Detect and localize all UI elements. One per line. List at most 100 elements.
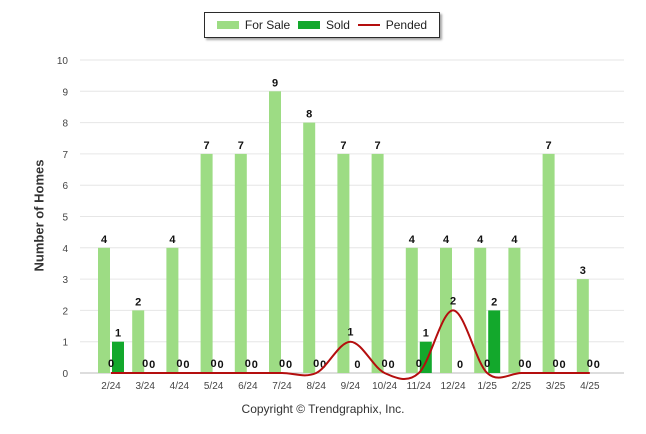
for-sale-bar xyxy=(234,153,247,373)
y-tick-label: 6 xyxy=(62,181,68,192)
for-sale-bar xyxy=(440,247,452,373)
for-sale-bar xyxy=(166,247,179,373)
for-sale-bar xyxy=(98,247,110,373)
pended-data-label: 0 xyxy=(279,358,285,370)
sold-data-label: 0 xyxy=(149,359,155,371)
y-tick-label: 9 xyxy=(62,87,68,98)
y-tick-label: 10 xyxy=(57,56,69,67)
sold-data-label: 1 xyxy=(423,328,429,340)
for-sale-data-label: 4 xyxy=(169,234,176,246)
legend-item-pended[interactable]: Pended xyxy=(357,18,428,32)
legend-item-sold[interactable]: Sold xyxy=(297,18,350,32)
y-tick-label: 7 xyxy=(62,150,68,161)
for-sale-data-label: 4 xyxy=(443,234,450,246)
x-tick-label: 5/24 xyxy=(204,381,224,392)
y-tick-label: 1 xyxy=(62,338,68,349)
sold-data-label: 0 xyxy=(183,359,189,371)
for-sale-data-label: 7 xyxy=(375,140,381,152)
y-tick-label: 8 xyxy=(62,119,68,130)
legend-label-for-sale: For Sale xyxy=(244,18,291,32)
sold-bar xyxy=(112,341,124,373)
pended-data-label: 0 xyxy=(382,358,388,370)
pended-line xyxy=(111,309,590,380)
pended-data-label: 0 xyxy=(553,358,559,370)
for-sale-bar xyxy=(542,153,555,373)
y-tick-label: 3 xyxy=(62,275,68,286)
x-tick-label: 4/25 xyxy=(580,381,600,392)
pended-data-label: 0 xyxy=(108,358,114,370)
for-sale-bar xyxy=(337,153,350,373)
x-tick-label: 6/24 xyxy=(238,381,258,392)
sold-data-label: 1 xyxy=(115,328,121,340)
for-sale-bar xyxy=(371,153,384,373)
x-tick-label: 8/24 xyxy=(306,381,326,392)
sold-data-label: 0 xyxy=(286,359,292,371)
pended-data-label: 0 xyxy=(484,358,490,370)
sold-data-label: 0 xyxy=(252,359,258,371)
y-tick-label: 4 xyxy=(62,244,68,255)
for-sale-bar xyxy=(269,91,281,374)
x-tick-label: 2/24 xyxy=(101,381,121,392)
for-sale-data-label: 7 xyxy=(340,140,346,152)
for-sale-data-label: 4 xyxy=(477,234,484,246)
for-sale-bar xyxy=(474,247,487,373)
pended-data-label: 0 xyxy=(587,358,593,370)
for-sale-data-label: 8 xyxy=(306,109,312,121)
x-tick-label: 2/25 xyxy=(512,381,532,392)
legend-label-sold: Sold xyxy=(325,18,350,32)
sold-data-label: 0 xyxy=(457,359,463,371)
sold-data-label: 0 xyxy=(525,359,531,371)
sold-data-label: 0 xyxy=(560,359,566,371)
pended-data-label: 0 xyxy=(416,358,422,370)
for-sale-data-label: 4 xyxy=(101,234,108,246)
legend-label-pended: Pended xyxy=(385,18,428,32)
for-sale-swatch xyxy=(216,21,239,29)
y-axis-title: Number of Homes xyxy=(31,159,47,272)
sold-bar xyxy=(419,341,432,373)
for-sale-bar xyxy=(405,247,418,373)
for-sale-data-label: 4 xyxy=(409,234,416,246)
for-sale-data-label: 7 xyxy=(238,140,244,152)
y-tick-label: 5 xyxy=(62,213,68,224)
pended-data-label: 0 xyxy=(313,358,319,370)
x-tick-label: 10/24 xyxy=(372,381,397,392)
pended-data-label: 1 xyxy=(347,327,353,339)
legend-item-for-sale[interactable]: For Sale xyxy=(216,18,291,32)
y-tick-label: 0 xyxy=(62,369,68,380)
sold-data-label: 0 xyxy=(594,359,600,371)
for-sale-data-label: 9 xyxy=(272,77,278,89)
for-sale-bar xyxy=(132,310,145,373)
sold-data-label: 0 xyxy=(218,359,224,371)
x-tick-label: 4/24 xyxy=(170,381,190,392)
sold-data-label: 2 xyxy=(491,296,497,308)
pended-data-label: 0 xyxy=(518,358,524,370)
x-tick-label: 12/24 xyxy=(440,381,465,392)
sold-data-label: 0 xyxy=(389,359,395,371)
x-tick-label: 7/24 xyxy=(272,381,292,392)
x-tick-label: 11/24 xyxy=(407,381,432,392)
x-tick-label: 3/24 xyxy=(135,381,155,392)
copyright-text: Copyright © Trendgraphix, Inc. xyxy=(241,402,405,416)
pended-data-label: 0 xyxy=(245,358,251,370)
for-sale-data-label: 2 xyxy=(135,296,141,308)
legend: For Sale Sold Pended xyxy=(204,12,440,38)
pended-swatch xyxy=(357,24,380,26)
for-sale-bar xyxy=(200,153,213,373)
y-tick-label: 2 xyxy=(62,306,68,317)
pended-data-label: 0 xyxy=(211,358,217,370)
for-sale-data-label: 7 xyxy=(546,140,552,152)
for-sale-bar xyxy=(303,122,316,373)
sold-data-label: 0 xyxy=(354,359,360,371)
x-tick-label: 3/25 xyxy=(546,381,566,392)
pended-data-label: 0 xyxy=(142,358,148,370)
for-sale-data-label: 4 xyxy=(511,234,518,246)
sold-data-label: 0 xyxy=(320,359,326,371)
x-tick-label: 1/25 xyxy=(477,381,497,392)
for-sale-bar xyxy=(508,247,521,373)
for-sale-bar xyxy=(576,279,589,373)
for-sale-data-label: 3 xyxy=(580,265,586,277)
for-sale-data-label: 7 xyxy=(204,140,210,152)
pended-data-label: 0 xyxy=(176,358,182,370)
x-tick-label: 9/24 xyxy=(341,381,361,392)
